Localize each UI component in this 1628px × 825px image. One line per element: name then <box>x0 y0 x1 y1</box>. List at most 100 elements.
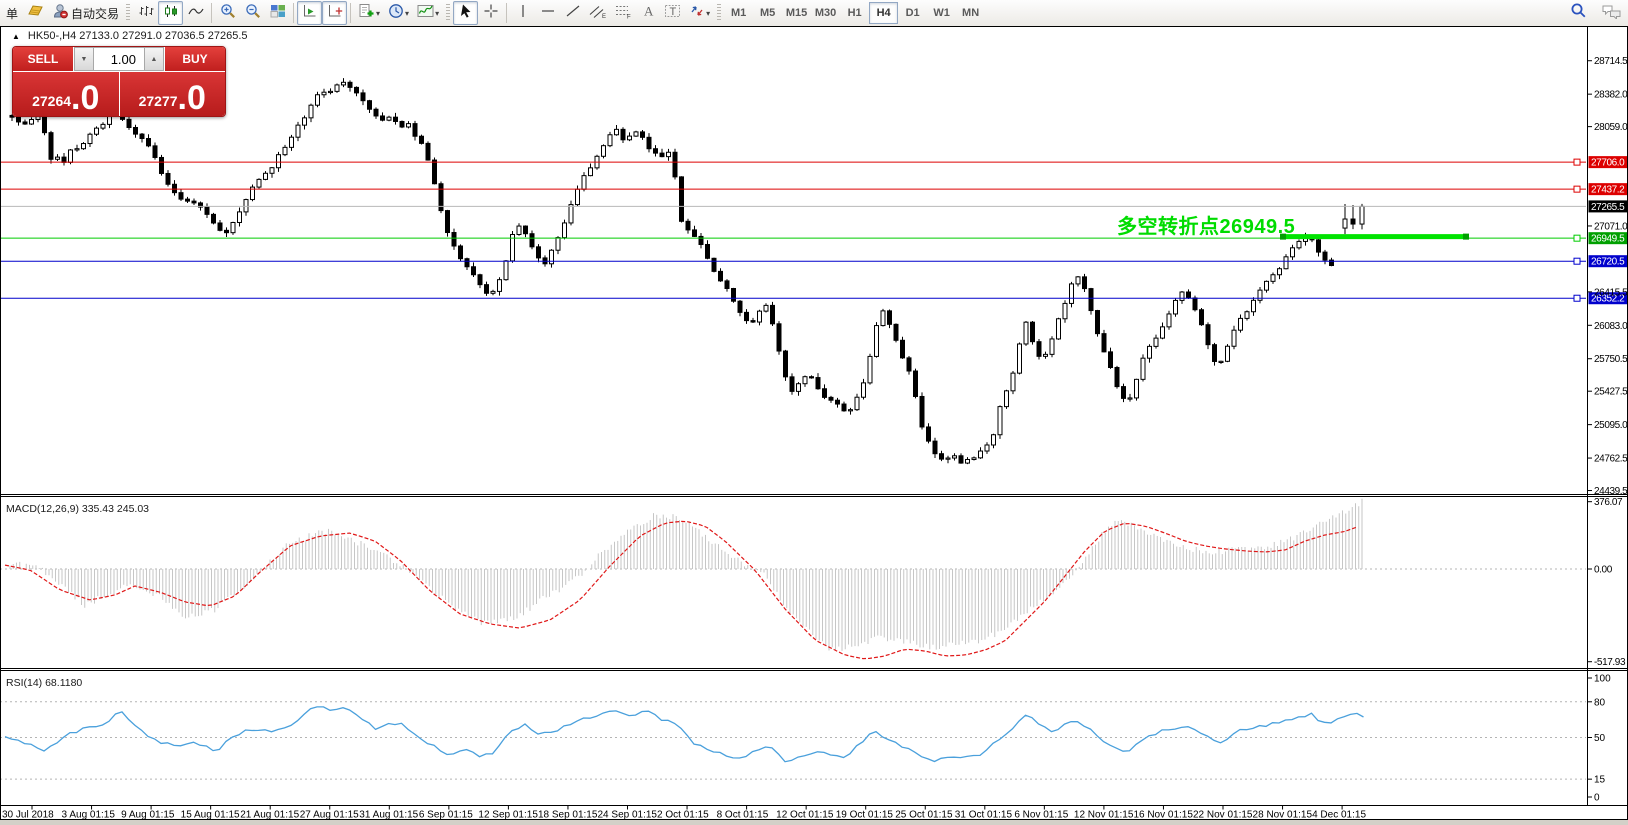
chat-button[interactable] <box>1599 1 1624 25</box>
toolbar-grip <box>126 4 131 22</box>
text-button[interactable]: A <box>635 1 660 25</box>
svg-text:15 Aug 01:15: 15 Aug 01:15 <box>181 810 240 821</box>
crosshair-icon <box>483 3 499 24</box>
horizontal-line-button[interactable] <box>535 1 560 25</box>
crosshair-button[interactable] <box>478 1 503 25</box>
svg-text:25 Oct 01:15: 25 Oct 01:15 <box>895 810 953 821</box>
ohlc-bars-icon <box>138 3 154 24</box>
svg-text:30 Jul 2018: 30 Jul 2018 <box>2 810 54 821</box>
sell-price-main: 27264 <box>32 93 72 109</box>
arrows-dropdown[interactable]: ▾ <box>685 1 714 25</box>
svg-text:80: 80 <box>1594 697 1606 708</box>
svg-text:26083.0: 26083.0 <box>1594 321 1628 332</box>
date-axis[interactable] <box>0 806 1587 820</box>
fibonacci-button[interactable]: F <box>610 1 635 25</box>
chart-window: 27706.0 27437.2 27265.5 26949.5 26720.5 26352… <box>0 26 1628 820</box>
volume-increase-button[interactable]: ▲ <box>144 47 164 71</box>
search-button[interactable] <box>1566 1 1591 25</box>
chat-bubbles-icon <box>1602 3 1621 24</box>
timeframe-m5[interactable]: M5 <box>759 7 776 19</box>
timeframe-m30[interactable]: M30 <box>814 7 837 19</box>
autotrade-button[interactable]: 自动交易 <box>48 1 123 25</box>
vertical-line-icon <box>515 3 531 24</box>
svg-text:31 Aug 01:15: 31 Aug 01:15 <box>359 810 418 821</box>
buy-price-main: 27277 <box>138 93 178 109</box>
svg-text:27437.2: 27437.2 <box>1591 185 1625 196</box>
svg-text:9 Aug 01:15: 9 Aug 01:15 <box>121 810 175 821</box>
collapse-panel-icon[interactable]: ▲ <box>12 31 20 41</box>
tile-windows-icon <box>270 3 286 24</box>
bar-chart-button[interactable] <box>133 1 158 25</box>
auto-scroll-icon <box>302 3 318 24</box>
volume-decrease-button[interactable]: ▼ <box>74 47 94 71</box>
svg-text:26949.5: 26949.5 <box>1591 234 1625 245</box>
autotrade-icon <box>52 3 68 24</box>
zoom-in-button[interactable] <box>215 1 240 25</box>
svg-text:4 Dec 01:15: 4 Dec 01:15 <box>1312 810 1366 821</box>
buy-button[interactable]: BUY <box>165 47 225 71</box>
svg-text:6 Sep 01:15: 6 Sep 01:15 <box>419 810 473 821</box>
periods-dropdown[interactable]: ▾ <box>384 1 413 25</box>
timeframe-d1[interactable]: D1 <box>905 7 920 19</box>
search-icon <box>1570 2 1587 24</box>
timeframe-m15[interactable]: M15 <box>785 7 808 19</box>
dropdown-caret-icon: ▾ <box>376 8 381 18</box>
autotrade-label: 自动交易 <box>71 6 120 21</box>
timeframe-w1[interactable]: W1 <box>933 7 950 19</box>
sell-price-decimal: .0 <box>71 79 100 117</box>
chart-area[interactable]: 27706.0 27437.2 27265.5 26949.5 26720.5 26352… <box>0 26 1628 820</box>
sell-button[interactable]: SELL <box>13 47 73 71</box>
svg-text:25427.5: 25427.5 <box>1594 387 1628 398</box>
svg-text:-517.93: -517.93 <box>1594 657 1626 668</box>
zoom-out-icon <box>245 3 261 24</box>
dropdown-caret-icon: ▾ <box>405 8 410 18</box>
svg-text:25095.0: 25095.0 <box>1594 420 1628 431</box>
new-order-text-button[interactable]: 单 <box>2 2 23 24</box>
chart-shift-button[interactable] <box>322 1 348 25</box>
tile-windows-button[interactable] <box>265 1 290 25</box>
cursor-arrow-icon <box>458 3 474 24</box>
sell-price-display[interactable]: 27264 .0 <box>13 72 119 116</box>
line-chart-icon <box>187 3 204 24</box>
timeframe-h4[interactable]: H4 <box>869 2 899 24</box>
line-chart-button[interactable] <box>183 1 208 25</box>
candlestick-icon <box>163 3 179 24</box>
toolbar-separator <box>350 3 352 23</box>
new-order-dropdown[interactable]: ▾ <box>354 1 384 25</box>
timeframe-h1[interactable]: H1 <box>847 7 862 19</box>
volume-input[interactable]: 1.00 <box>94 47 144 71</box>
svg-text:50: 50 <box>1594 733 1606 744</box>
price-axis[interactable] <box>1588 26 1628 805</box>
arrows-icon <box>689 3 705 24</box>
cursor-button[interactable] <box>453 1 479 25</box>
timeframe-mn[interactable]: MN <box>962 7 980 19</box>
text-label-button[interactable]: T <box>660 1 685 25</box>
auto-scroll-button[interactable] <box>297 1 323 25</box>
templates-dropdown[interactable]: ▾ <box>413 1 443 25</box>
vertical-line-button[interactable] <box>510 1 535 25</box>
buy-price-display[interactable]: 27277 .0 <box>119 72 225 117</box>
svg-text:100: 100 <box>1594 674 1611 685</box>
svg-text:3 Aug 01:15: 3 Aug 01:15 <box>62 810 116 821</box>
buy-price-decimal: .0 <box>177 79 206 117</box>
svg-text:26415.5: 26415.5 <box>1594 287 1628 298</box>
svg-text:28059.0: 28059.0 <box>1594 122 1628 133</box>
rsi-label: RSI(14) 68.1180 <box>6 677 83 689</box>
candlestick-chart-button[interactable] <box>158 1 184 25</box>
trendline-button[interactable] <box>560 1 585 25</box>
equidistant-channel-button[interactable]: E <box>585 1 610 25</box>
main-toolbar: 单 自动交易 ▾ ▾ ▾ E F A T ▾ M1 M5 M15 M30 H1 … <box>0 0 1628 26</box>
zoom-out-button[interactable] <box>240 1 265 25</box>
open-orders-button[interactable] <box>23 1 48 25</box>
svg-text:22 Nov 01:15: 22 Nov 01:15 <box>1193 810 1253 821</box>
order-label: 单 <box>6 6 19 21</box>
trendline-icon <box>565 3 581 24</box>
clipboard-icon <box>27 3 44 23</box>
symbol-header: ▲ HK50-,H4 27133.0 27291.0 27036.5 27265… <box>12 30 248 42</box>
svg-text:15: 15 <box>1594 775 1606 786</box>
timeframe-m1[interactable]: M1 <box>730 7 747 19</box>
svg-text:31 Oct 01:15: 31 Oct 01:15 <box>955 810 1013 821</box>
fibonacci-icon: F <box>614 3 632 24</box>
svg-text:28382.0: 28382.0 <box>1594 90 1628 101</box>
svg-text:F: F <box>627 14 631 19</box>
